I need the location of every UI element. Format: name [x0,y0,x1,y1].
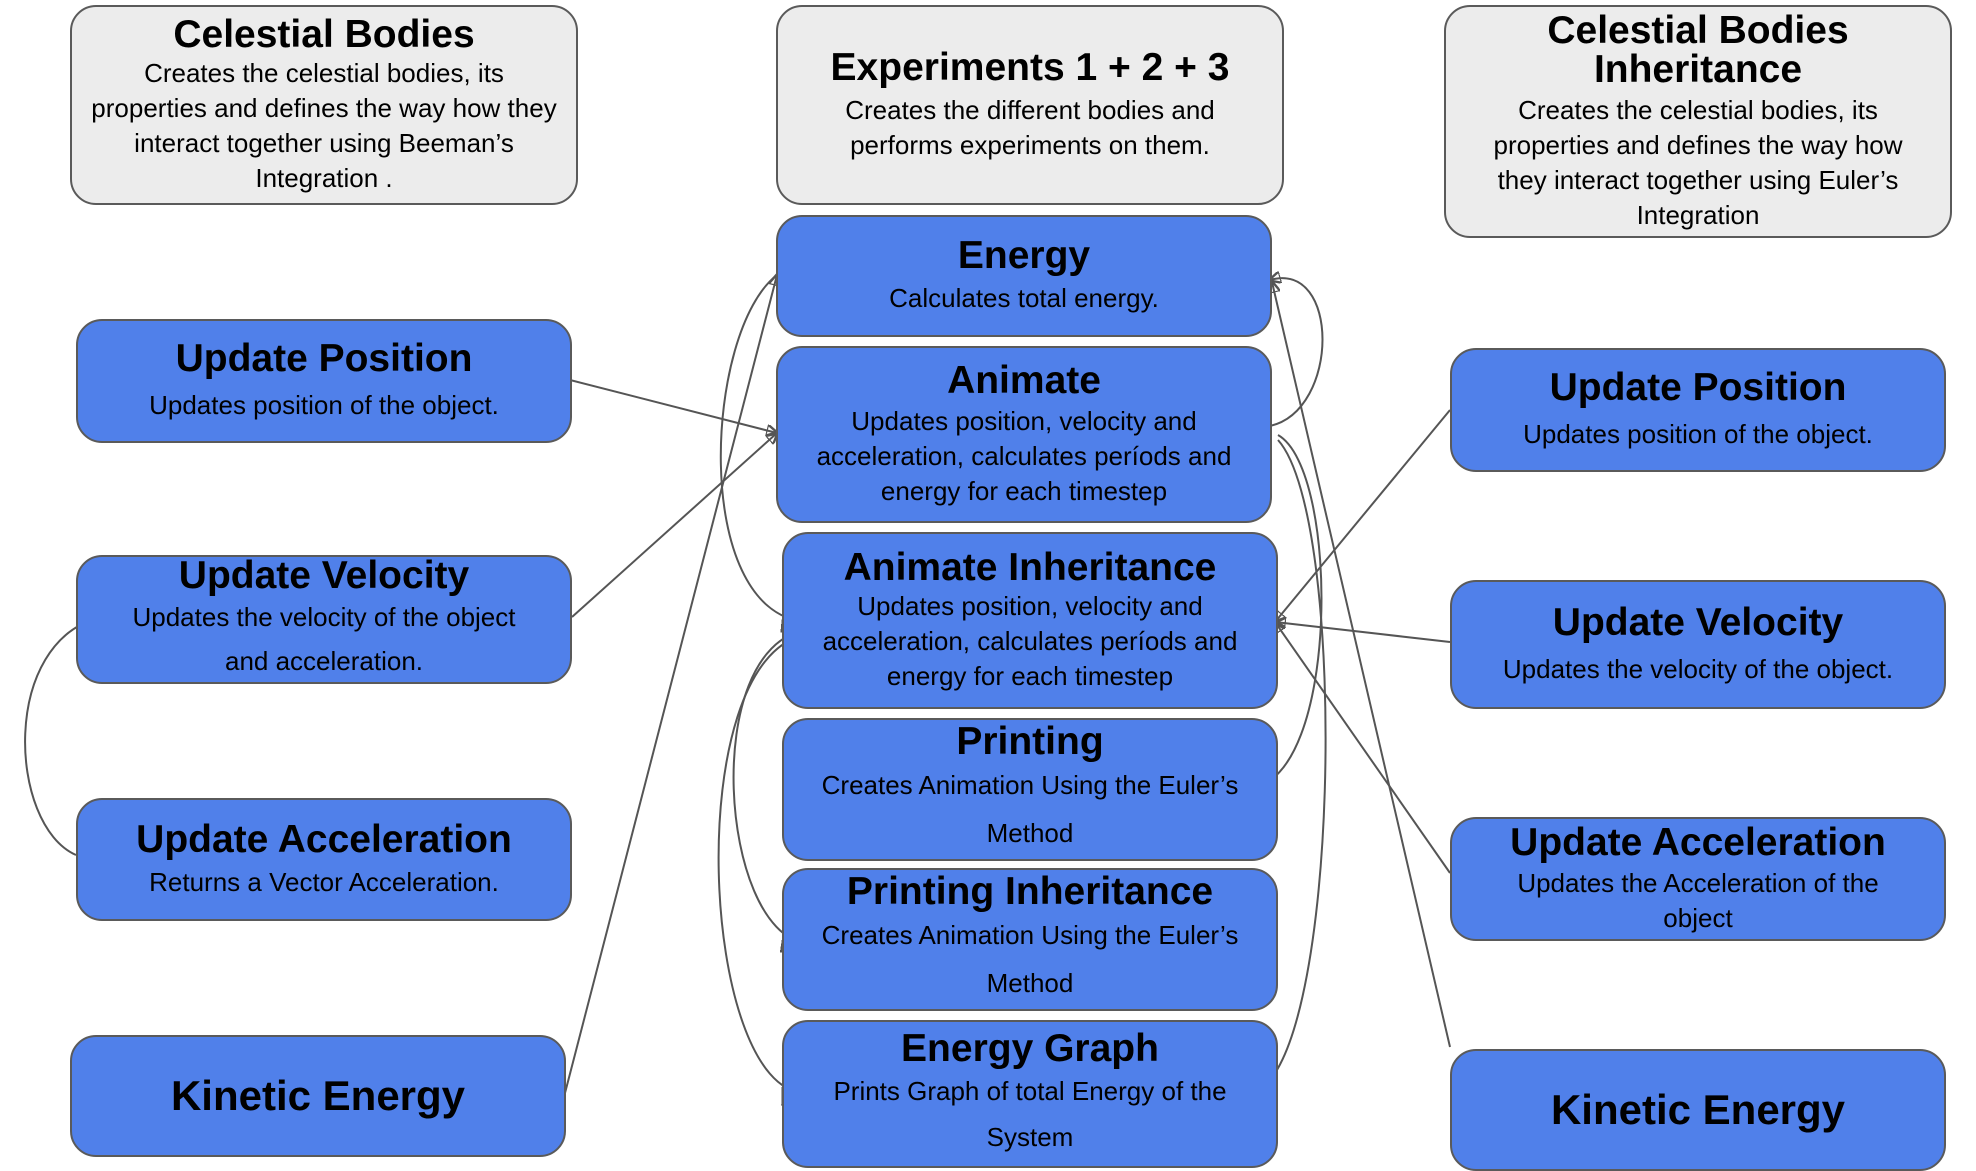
node-title: Update Acceleration [136,817,512,861]
node-desc: Updates position of the object. [149,390,499,420]
edge-ai-to-printing-inheritance [732,629,805,943]
node-title: Printing [956,720,1104,763]
node-desc: Returns a Vector Acceleration. [149,866,499,897]
center-printing: Printing Creates Animation Using the Eul… [782,718,1278,861]
node-desc: Updates the Acceleration of the object [1517,867,1879,933]
edge-animate-to-energy-graph [1250,439,1327,1093]
center-energy: Energy Calculates total energy. [776,215,1272,337]
node-title: Update Velocity [1552,600,1844,644]
edge-ai-to-energy-graph [717,634,805,1093]
node-desc: Calculates total energy. [889,283,1159,313]
node-desc: Updates the velocity of the object and a… [132,602,516,676]
node-title: Energy Graph [901,1026,1159,1070]
edge-right-position-to-ai [1275,409,1451,622]
node-desc: Prints Graph of total Energy of the Syst… [833,1075,1227,1152]
node-title: Printing Inheritance [846,870,1214,913]
edge-update-position-to-animate [569,379,777,433]
group-desc: Creates the different bodies and perform… [845,94,1215,160]
edge-energy-to-animate-inheritance [719,274,805,622]
group-celestial-inheritance: Celestial Bodies Inheritance Creates the… [1444,5,1952,238]
center-printing-inheritance: Printing Inheritance Creates Animation U… [782,868,1278,1011]
group-title: Celestial Bodies [173,12,475,56]
group-celestial-bodies: Celestial Bodies Creates the celestial b… [70,5,578,205]
node-title: Update Position [1549,366,1847,409]
edge-animate-to-energy [1270,278,1324,427]
left-update-velocity: Update Velocity Updates the velocity of … [76,555,572,684]
edge-right-acceleration-to-ai [1275,622,1451,874]
node-title: Animate [947,358,1101,402]
left-update-position: Update Position Updates position of the … [76,319,572,443]
group-title: Celestial Bodies Inheritance [1547,8,1849,91]
node-title: Update Velocity [178,554,470,597]
center-energy-graph: Energy Graph Prints Graph of total Energ… [782,1020,1278,1168]
edge-update-velocity-to-animate [571,433,777,618]
node-title: Animate Inheritance [843,545,1217,589]
group-experiments: Experiments 1 + 2 + 3 Creates the differ… [776,5,1284,205]
group-title: Experiments 1 + 2 + 3 [830,45,1230,89]
right-update-velocity: Update Velocity Updates the velocity of … [1450,580,1946,709]
center-animate: Animate Updates position, velocity and a… [776,346,1272,523]
group-desc: Creates the celestial bodies, its proper… [1493,94,1903,230]
node-desc: Updates position, velocity and accelerat… [822,590,1238,691]
group-desc: Creates the celestial bodies, its proper… [91,57,557,193]
edge-right-kinetic-to-energy [1272,282,1451,1048]
node-title: Update Position [175,337,473,380]
edge-kinetic-left-to-energy [564,275,777,1094]
node-desc: Creates Animation Using the Euler’s Meth… [821,770,1239,848]
center-animate-inheritance: Animate Inheritance Updates position, ve… [782,532,1278,709]
node-desc: Updates position, velocity and accelerat… [816,405,1232,506]
edge-acceleration-to-velocity [24,617,102,856]
node-desc: Updates position of the object. [1523,419,1873,449]
node-desc: Updates the velocity of the object. [1502,653,1894,684]
right-update-position: Update Position Updates position of the … [1450,348,1946,472]
right-kinetic-energy: Kinetic Energy [1450,1049,1946,1171]
left-kinetic-energy: Kinetic Energy [70,1035,566,1157]
node-title: Kinetic Energy [1550,1086,1846,1133]
right-update-acceleration: Update Acceleration Updates the Accelera… [1450,817,1946,941]
node-title: Kinetic Energy [170,1072,466,1119]
node-desc: Creates Animation Using the Euler’s Meth… [821,920,1239,998]
left-update-acceleration: Update Acceleration Returns a Vector Acc… [76,798,572,921]
edge-right-velocity-to-ai [1275,622,1451,643]
node-title: Energy [957,234,1091,277]
node-title: Update Acceleration [1510,820,1886,864]
